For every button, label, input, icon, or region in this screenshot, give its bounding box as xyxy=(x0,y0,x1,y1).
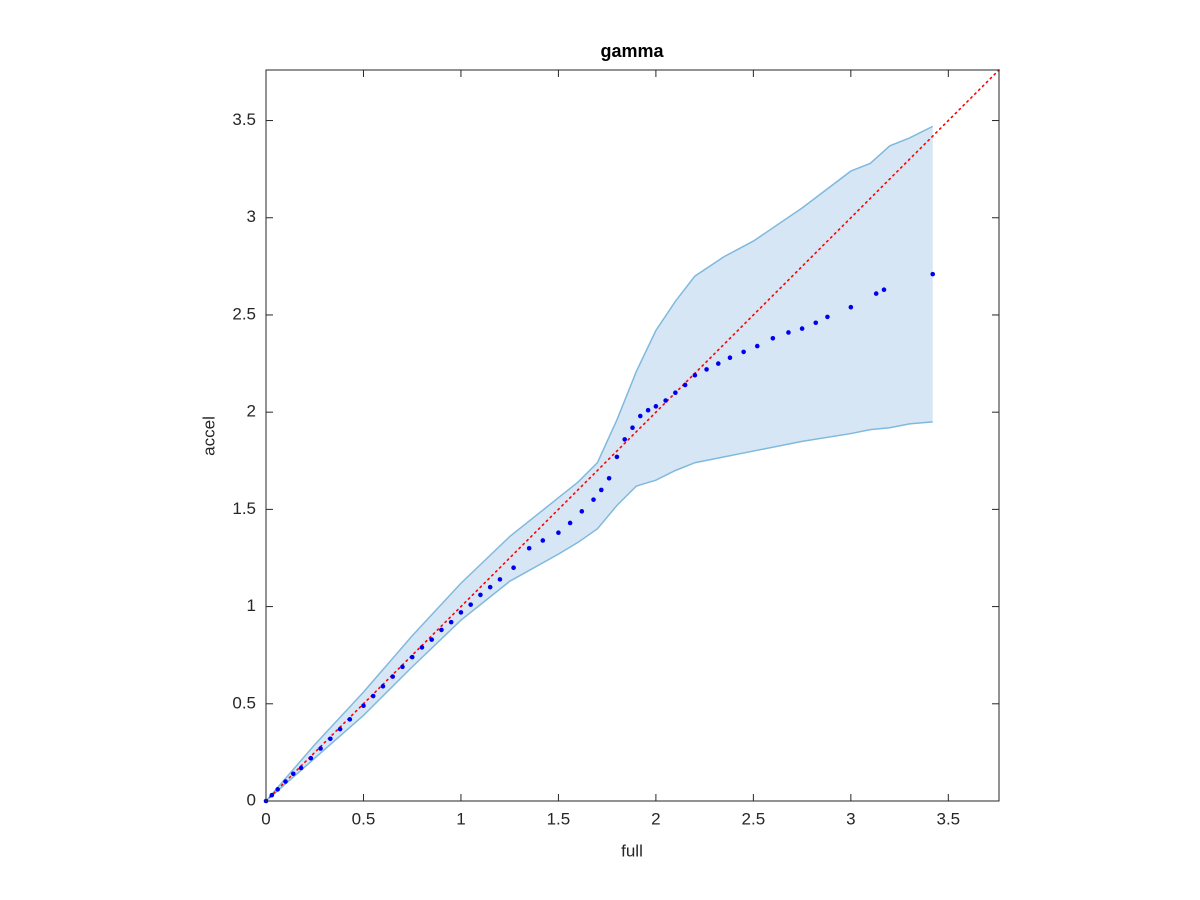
data-point xyxy=(848,304,854,310)
y-tick-label: 2.5 xyxy=(232,304,256,323)
x-tick-label: 3.5 xyxy=(936,809,960,828)
y-tick-label: 3.5 xyxy=(232,110,256,129)
data-point xyxy=(653,404,659,409)
data-point xyxy=(556,530,561,536)
data-point xyxy=(567,520,573,526)
data-point xyxy=(682,382,688,388)
x-tick-label: 0.5 xyxy=(352,809,376,828)
data-point xyxy=(630,425,635,431)
data-point xyxy=(409,654,415,660)
y-tick-label: 3 xyxy=(247,207,256,226)
data-point xyxy=(439,627,444,633)
y-tick-label: 2 xyxy=(247,402,256,421)
data-point xyxy=(526,545,532,551)
reference-line xyxy=(265,69,1000,802)
y-axis-label: accel xyxy=(199,416,218,456)
data-point xyxy=(370,693,376,699)
data-point xyxy=(390,674,396,679)
data-point xyxy=(429,637,435,642)
data-point xyxy=(591,497,596,502)
data-point xyxy=(269,792,275,798)
chart-title: gamma xyxy=(600,41,664,61)
data-point xyxy=(692,372,698,378)
data-point xyxy=(754,343,760,349)
data-point xyxy=(881,287,887,292)
data-point xyxy=(799,326,805,331)
data-point xyxy=(663,398,668,403)
data-point xyxy=(873,291,879,296)
x-tick-label: 2 xyxy=(651,809,660,828)
y-tick-label: 1.5 xyxy=(232,499,256,518)
y-tick-label: 0 xyxy=(247,790,256,809)
data-point xyxy=(283,779,288,784)
data-point xyxy=(622,437,628,442)
data-point xyxy=(825,314,830,320)
data-point xyxy=(487,584,493,590)
x-tick-label: 0 xyxy=(261,809,270,828)
data-point xyxy=(645,407,651,413)
plot-area: 0 0.5 1 1.5 2 2.5 3 3.5 0 0.5 1 1.5 2 2.5 3 3.5 xyxy=(232,69,1000,828)
data-point xyxy=(275,787,280,792)
band-lower-edge xyxy=(265,421,933,802)
data-point xyxy=(579,509,585,514)
data-point xyxy=(448,619,454,625)
data-point xyxy=(290,771,296,777)
data-point xyxy=(715,361,721,366)
band-upper-edge xyxy=(265,125,934,802)
data-point xyxy=(813,320,819,326)
data-point xyxy=(786,330,791,335)
data-point xyxy=(930,271,936,277)
data-point xyxy=(637,413,643,419)
data-point xyxy=(770,335,776,341)
x-tick-label: 1 xyxy=(456,809,465,828)
data-point xyxy=(599,487,604,493)
data-point xyxy=(298,765,304,771)
y-tick-label: 1 xyxy=(247,596,256,615)
x-tick-label: 3 xyxy=(846,809,855,828)
data-point xyxy=(614,454,620,460)
data-point xyxy=(347,717,353,722)
data-point xyxy=(380,683,386,689)
data-point xyxy=(400,664,405,670)
data-point xyxy=(606,475,612,481)
data-point xyxy=(458,610,464,615)
y-tick-label: 0.5 xyxy=(232,693,256,712)
data-point xyxy=(540,538,546,543)
confidence-band xyxy=(266,126,933,802)
data-point xyxy=(361,703,366,709)
data-point xyxy=(673,390,678,396)
x-tick-label: 2.5 xyxy=(742,809,766,828)
data-point xyxy=(727,355,733,361)
data-point xyxy=(741,349,746,355)
data-point xyxy=(328,736,333,742)
data-point xyxy=(478,592,483,598)
x-axis-label: full xyxy=(621,841,643,860)
x-tick-label: 1.5 xyxy=(547,809,571,828)
data-point xyxy=(497,577,503,582)
data-point xyxy=(704,367,709,372)
data-point xyxy=(337,726,343,732)
data-point xyxy=(468,602,473,607)
data-point xyxy=(308,755,314,761)
data-point xyxy=(511,565,516,571)
data-point xyxy=(318,746,323,751)
axes-box xyxy=(265,69,1000,802)
data-point xyxy=(419,645,425,650)
